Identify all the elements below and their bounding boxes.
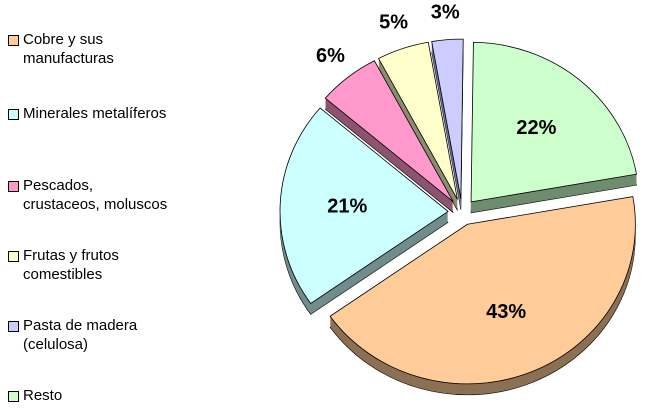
legend-label: Pasta de madera (celulosa): [23, 317, 138, 353]
legend-swatch: [8, 321, 19, 332]
slice: [431, 38, 464, 199]
legend-item: Resto: [8, 386, 248, 405]
legend-item: Frutas y frutos comestibles: [8, 246, 248, 284]
legend-item: Pasta de madera (celulosa): [8, 316, 248, 354]
legend-item: Pescados, crustaceos, moluscos: [8, 176, 248, 214]
data-label: 21%: [327, 195, 367, 217]
slice: [470, 41, 637, 203]
data-label: 5%: [379, 12, 408, 34]
legend-swatch: [8, 109, 19, 120]
data-label: 22%: [516, 117, 556, 139]
data-label: 3%: [431, 1, 460, 23]
legend-swatch: [8, 251, 19, 262]
data-label: 43%: [486, 301, 526, 323]
legend-item: Minerales metalíferos: [8, 104, 248, 123]
slice: [329, 196, 636, 385]
slice: [378, 41, 458, 200]
legend-label: Resto: [23, 387, 63, 404]
legend-swatch: [8, 181, 19, 192]
data-label: 6%: [316, 45, 345, 67]
legend-item: Cobre y sus manufacturas: [8, 30, 248, 68]
legend-label: Pescados, crustaceos, moluscos: [23, 177, 168, 213]
legend-swatch: [8, 35, 19, 46]
slice: [279, 107, 449, 304]
legend-swatch: [8, 391, 19, 402]
legend-label: Cobre y sus manufacturas: [23, 31, 114, 67]
legend-label: Minerales metalíferos: [23, 105, 167, 122]
slice: [324, 60, 454, 202]
legend-label: Frutas y frutos comestibles: [23, 247, 119, 283]
